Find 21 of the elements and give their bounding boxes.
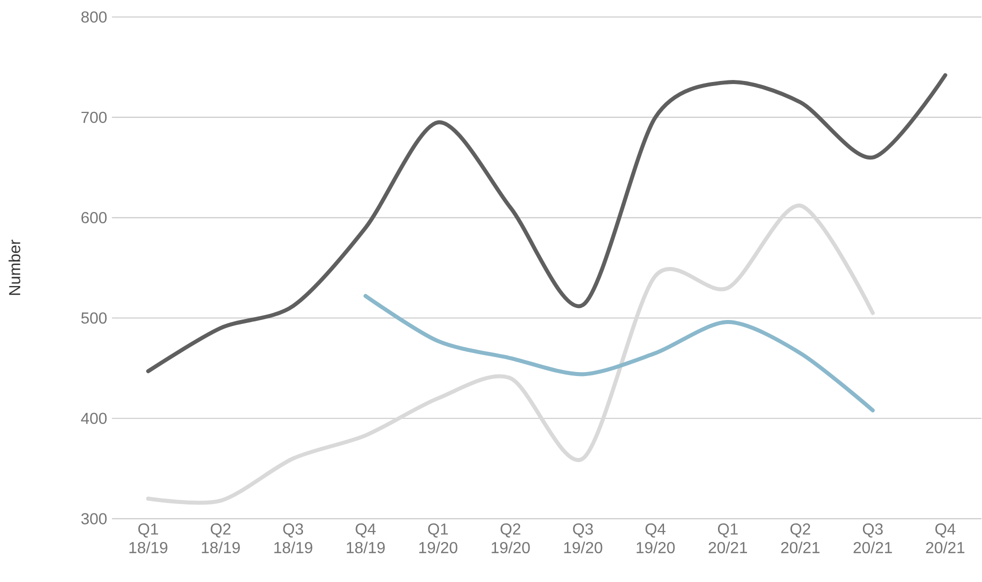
y-axis-title: Number (8, 240, 20, 296)
y-tick-label: 800 (81, 12, 107, 23)
y-tick-label: 400 (81, 412, 107, 424)
line-series (364, 294, 875, 412)
y-tick-label: 500 (81, 312, 107, 324)
x-tick-label: Q4 19/20 (636, 524, 675, 554)
y-tick-label: 600 (81, 212, 107, 224)
x-tick-label: Q2 19/20 (492, 524, 530, 554)
x-tick-label: Q3 18/19 (274, 524, 312, 554)
y-tick-label: 700 (81, 112, 107, 124)
x-tick-label: Q3 20/21 (854, 524, 892, 554)
x-tick-label: Q4 18/19 (346, 524, 385, 554)
line-series (146, 73, 948, 374)
x-tick-label: Q4 20/21 (926, 524, 964, 554)
x-tick-label: Q1 20/21 (708, 524, 748, 554)
y-tick-label: 300 (81, 513, 107, 524)
x-tick-label: Q2 20/21 (781, 524, 820, 554)
x-tick-label: Q3 19/20 (564, 524, 602, 554)
x-tick-label: Q1 19/20 (419, 524, 458, 554)
x-tick-label: Q1 18/19 (129, 524, 168, 554)
x-tick-label: Q2 18/19 (202, 524, 240, 554)
